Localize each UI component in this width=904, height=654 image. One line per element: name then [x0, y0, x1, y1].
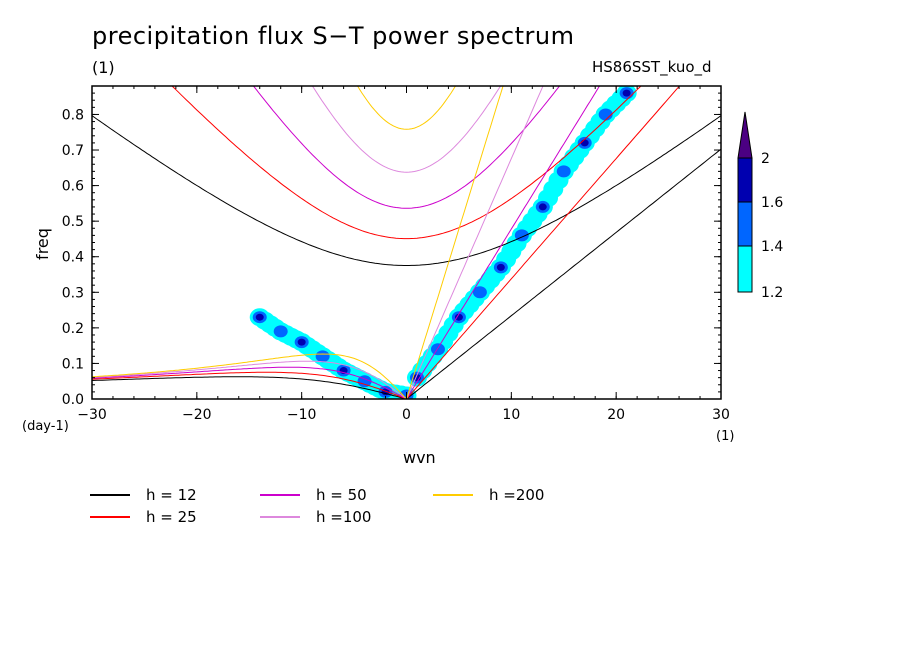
contour-level-2 [273, 325, 288, 338]
dispersion-curve-h25 [406, 86, 681, 399]
dispersion-curve-h25 [171, 86, 642, 240]
dispersion-curve-h100 [92, 360, 407, 399]
y-axis-label: freq [33, 228, 52, 260]
legend-label: h = 12 [146, 486, 197, 504]
case-name: HS86SST_kuo_d [592, 58, 712, 76]
contour-level-2 [556, 165, 571, 178]
dispersion-curve-h100 [311, 86, 502, 173]
contour-level-3 [538, 203, 547, 211]
x-axis-label: wvn [403, 448, 436, 467]
y-tick-label: 0.4 [62, 250, 84, 266]
chart-title: precipitation flux S−T power spectrum [92, 22, 575, 50]
dispersion-curve-h200 [406, 86, 504, 399]
dispersion-curve-h200 [356, 86, 457, 130]
legend-swatch [260, 516, 300, 518]
dispersion-curve-h100 [406, 86, 544, 399]
axis-ticks: −30 −20 −10 0 10 20 30 0.0 0.1 0.2 0.3 0.4 0.5 0.6 0.7… [62, 86, 730, 423]
contour-level-3 [255, 313, 264, 321]
dispersion-curve-h200 [92, 353, 407, 399]
contour-level-3 [454, 313, 463, 321]
contour-level-2 [472, 286, 487, 299]
legend-item: h = 12 [90, 486, 197, 504]
dispersion-curve-h12 [406, 148, 721, 399]
dispersion-curve-h12 [92, 376, 407, 399]
x-tick-label: −30 [77, 407, 107, 423]
top-unit-label: (1) [92, 58, 115, 77]
contour-level-3 [622, 89, 631, 97]
x-unit-label: (1) [716, 429, 734, 444]
x-tick-label: 0 [402, 407, 411, 423]
contour-level-3 [496, 263, 505, 271]
legend-item: h =100 [260, 508, 371, 526]
legend-label: h =100 [316, 508, 372, 526]
y-tick-label: 0.7 [62, 143, 84, 159]
legend-item: h = 50 [260, 486, 367, 504]
colorbar-arrow [737, 111, 753, 159]
dispersion-curve-h50 [92, 366, 407, 399]
legend-swatch [260, 494, 300, 496]
legend-swatch [90, 516, 130, 518]
colorbar: 1.2 1.4 1.6 2 [737, 111, 783, 301]
colorbar-label: 1.2 [761, 285, 783, 301]
dispersion-curve-h50 [406, 86, 601, 399]
legend-swatch [90, 494, 130, 496]
legend-item: h = 25 [90, 508, 197, 526]
legend-item: h =200 [433, 486, 544, 504]
x-tick-label: 20 [607, 407, 625, 423]
x-tick-label: 10 [502, 407, 520, 423]
y-tick-label: 0.5 [62, 214, 84, 230]
legend-label: h =200 [489, 486, 545, 504]
contour-level-2 [357, 375, 372, 388]
colorbar-label: 2 [761, 151, 770, 167]
x-tick-label: −20 [182, 407, 212, 423]
contour-level-2 [598, 108, 613, 121]
dispersion-curve-h12 [92, 115, 721, 266]
contour-level-3 [297, 338, 306, 346]
colorbar-segment [737, 245, 753, 293]
contour-level-3 [580, 139, 589, 147]
colorbar-segment [737, 157, 753, 203]
colorbar-label: 1.6 [761, 195, 783, 211]
y-tick-label: 0.3 [62, 285, 84, 301]
x-tick-label: 30 [712, 407, 730, 423]
legend: h = 12 h = 25 h = 50 h =100 h =200 [90, 486, 610, 526]
colorbar-label: 1.4 [761, 239, 783, 255]
dispersion-curve-h50 [252, 86, 561, 209]
legend-swatch [433, 494, 473, 496]
y-tick-label: 0.2 [62, 321, 84, 337]
colorbar-segment [737, 201, 753, 247]
y-tick-label: 0.6 [62, 179, 84, 195]
plot-frame [91, 85, 722, 400]
dispersion-curves [92, 86, 721, 399]
y-tick-label: 0.0 [62, 392, 84, 408]
legend-label: h = 50 [316, 486, 367, 504]
x-tick-label: −10 [287, 407, 317, 423]
legend-label: h = 25 [146, 508, 197, 526]
contour-level-2 [315, 350, 330, 363]
y-tick-label: 0.1 [62, 356, 84, 372]
contour-level-2 [430, 343, 445, 356]
y-unit-label: (day-1) [22, 419, 69, 434]
y-tick-label: 0.8 [62, 107, 84, 123]
dispersion-curve-h25 [92, 371, 407, 399]
